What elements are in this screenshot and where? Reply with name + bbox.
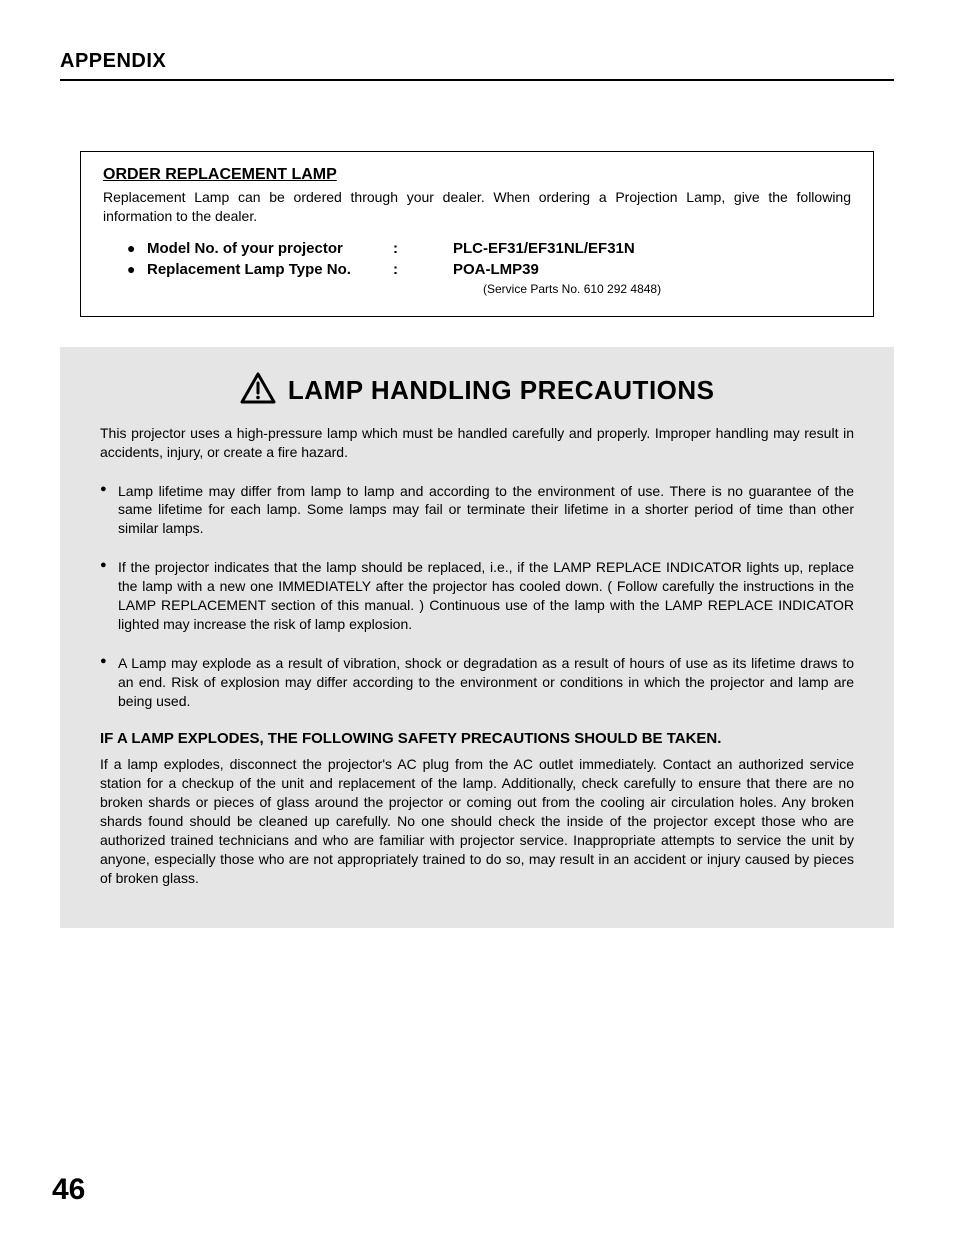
warning-triangle-icon — [239, 371, 277, 410]
order-row: ● Model No. of your projector : PLC-EF31… — [103, 240, 851, 257]
precaution-intro: This projector uses a high-pressure lamp… — [100, 424, 854, 462]
order-colon: : — [393, 261, 453, 278]
precaution-bullet-list: Lamp lifetime may differ from lamp to la… — [100, 482, 854, 711]
bullet-icon: ● — [127, 261, 147, 277]
appendix-header: APPENDIX — [60, 50, 894, 73]
order-title: ORDER REPLACEMENT LAMP — [103, 166, 851, 184]
precaution-body: If a lamp explodes, disconnect the proje… — [100, 755, 854, 887]
bullet-icon: ● — [127, 240, 147, 256]
precaution-title-wrap: LAMP HANDLING PRECAUTIONS — [100, 371, 854, 410]
order-label: Replacement Lamp Type No. — [147, 261, 393, 278]
order-value: POA-LMP39 — [453, 261, 539, 278]
order-colon: : — [393, 240, 453, 257]
order-intro: Replacement Lamp can be ordered through … — [103, 188, 851, 226]
order-row: ● Replacement Lamp Type No. : POA-LMP39 — [103, 261, 851, 278]
precautions-box: LAMP HANDLING PRECAUTIONS This projector… — [60, 347, 894, 928]
page-number: 46 — [52, 1173, 85, 1207]
order-replacement-box: ORDER REPLACEMENT LAMP Replacement Lamp … — [80, 151, 874, 317]
precaution-title: LAMP HANDLING PRECAUTIONS — [288, 375, 715, 406]
header-rule — [60, 79, 894, 81]
precaution-bullet: A Lamp may explode as a result of vibrat… — [100, 654, 854, 711]
precaution-bullet: If the projector indicates that the lamp… — [100, 558, 854, 634]
order-value: PLC-EF31/EF31NL/EF31N — [453, 240, 635, 257]
precaution-bullet: Lamp lifetime may differ from lamp to la… — [100, 482, 854, 539]
order-label: Model No. of your projector — [147, 240, 393, 257]
order-sub-note: (Service Parts No. 610 292 4848) — [103, 282, 851, 296]
precaution-subtitle: IF A LAMP EXPLODES, THE FOLLOWING SAFETY… — [100, 730, 854, 747]
